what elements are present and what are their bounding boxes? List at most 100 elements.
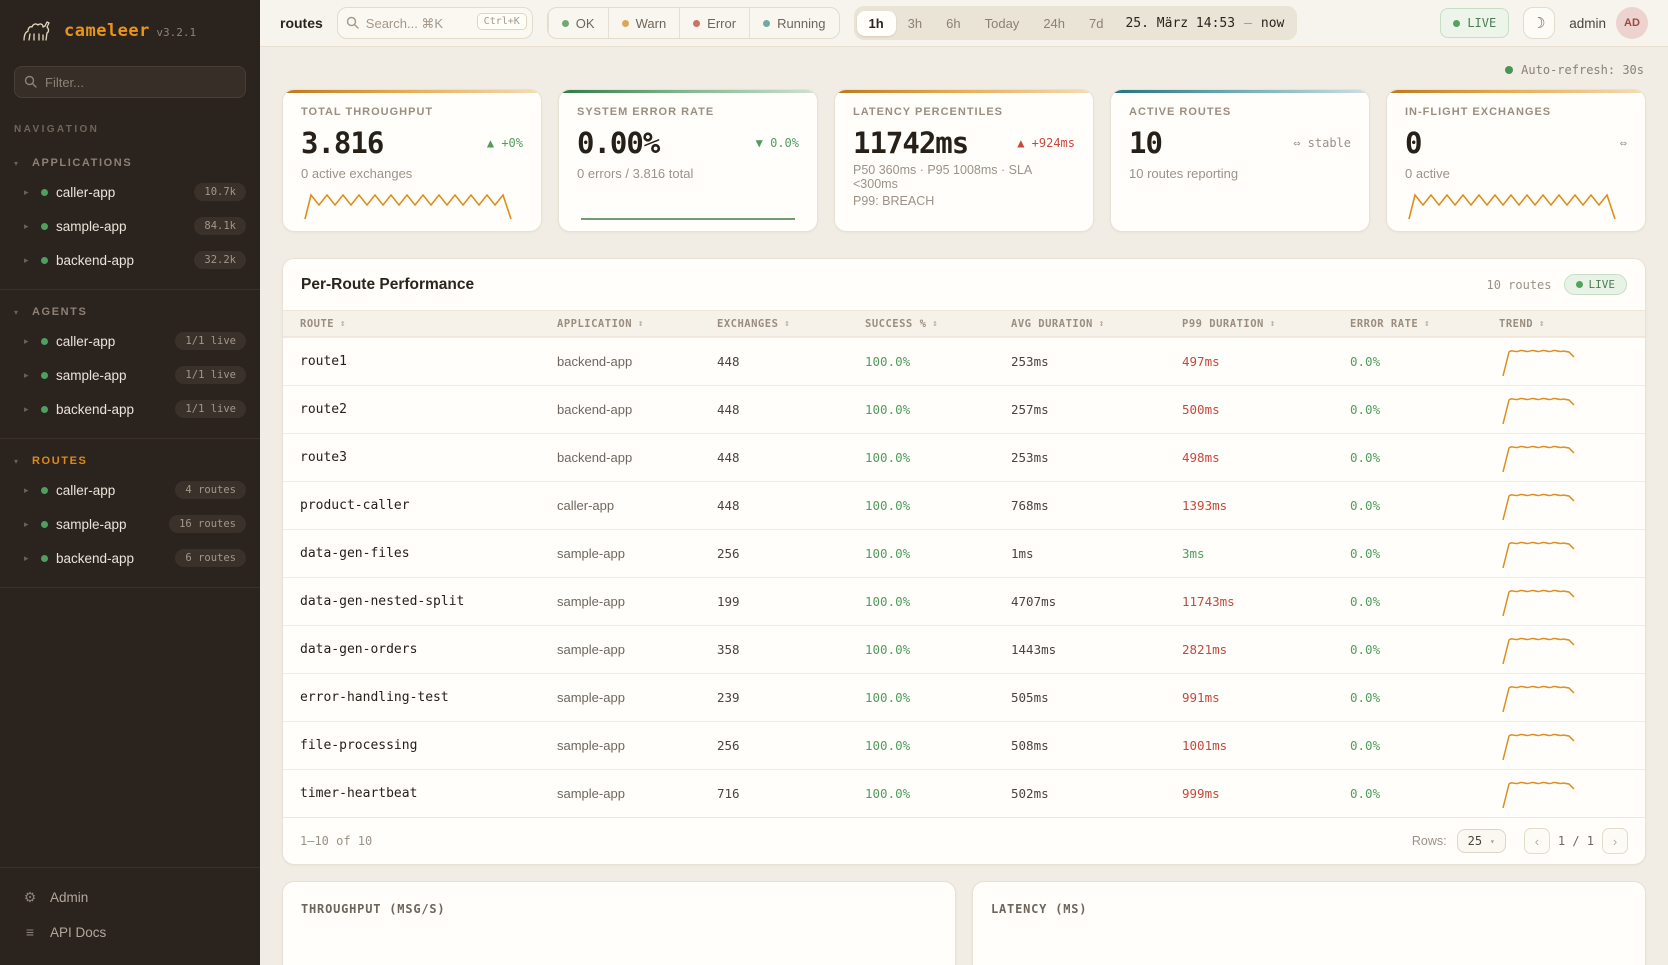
sidebar-item-badge: 1/1 live: [175, 332, 246, 350]
status-filter-label: Error: [707, 15, 737, 31]
rows-per-page-select[interactable]: 25 ▾: [1456, 829, 1506, 853]
cell-application: backend-app: [557, 450, 633, 465]
table-row[interactable]: product-caller caller-app 448 100.0% 768…: [283, 481, 1645, 529]
cell-trend: [1499, 488, 1628, 524]
trend-sparkline: [1502, 541, 1575, 568]
time-separator: —: [1244, 15, 1252, 31]
cell-avg-duration: 4707ms: [1011, 594, 1057, 609]
table-row[interactable]: file-processing sample-app 256 100.0% 50…: [283, 721, 1645, 769]
sidebar-section-agents: ▾ AGENTS ▸ caller-app 1/1 live ▸ sample-…: [0, 290, 260, 439]
status-dot: [41, 486, 48, 494]
table-row[interactable]: error-handling-test sample-app 239 100.0…: [283, 673, 1645, 721]
time-range-button[interactable]: 3h: [896, 11, 934, 36]
sidebar-item-route-group[interactable]: ▸ sample-app 16 routes: [0, 507, 260, 541]
chevron-down-icon: ▾: [1490, 836, 1495, 846]
table-row[interactable]: timer-heartbeat sample-app 716 100.0% 50…: [283, 769, 1645, 817]
sidebar-item-route-group[interactable]: ▸ backend-app 6 routes: [0, 541, 260, 575]
cell-trend: [1499, 680, 1628, 716]
cell-exchanges: 256: [717, 738, 740, 753]
sidebar-item-admin[interactable]: ⚙ Admin: [14, 880, 246, 915]
kpi-row: TOTAL THROUGHPUT 3.816 ▲ +0% 0 active ex…: [282, 89, 1646, 232]
column-header[interactable]: SUCCESS % ↕: [865, 318, 1011, 330]
kpi-subtitle: 0 errors / 3.816 total: [577, 166, 694, 181]
section-header-routes[interactable]: ▾ ROUTES: [0, 449, 260, 473]
column-header[interactable]: ERROR RATE ↕: [1350, 318, 1499, 330]
table-row[interactable]: data-gen-orders sample-app 358 100.0% 14…: [283, 625, 1645, 673]
trend-sparkline: [1502, 685, 1575, 712]
time-range-button[interactable]: 6h: [934, 11, 972, 36]
sidebar-item-route-group[interactable]: ▸ caller-app 4 routes: [0, 473, 260, 507]
sidebar-item-application[interactable]: ▸ caller-app 10.7k: [0, 175, 260, 209]
cell-route: route2: [300, 402, 347, 417]
sidebar-item-application[interactable]: ▸ backend-app 32.2k: [0, 243, 260, 277]
table-row[interactable]: route3 backend-app 448 100.0% 253ms 498m…: [283, 433, 1645, 481]
cell-error-rate: 0.0%: [1350, 642, 1381, 657]
time-range-button[interactable]: 1h: [856, 10, 896, 36]
sidebar-item-application[interactable]: ▸ sample-app 84.1k: [0, 209, 260, 243]
sidebar: cameleer v3.2.1 NAVIGATION ▾ APPLICATION…: [0, 0, 260, 965]
cell-success: 100.0%: [865, 546, 911, 561]
sidebar-item-agent[interactable]: ▸ caller-app 1/1 live: [0, 324, 260, 358]
prev-page-button[interactable]: ‹: [1523, 828, 1550, 854]
sidebar-item-badge: 10.7k: [194, 183, 246, 201]
throughput-sparkline: [304, 193, 512, 220]
table-row[interactable]: data-gen-files sample-app 256 100.0% 1ms…: [283, 529, 1645, 577]
column-header[interactable]: APPLICATION ↕: [557, 318, 717, 330]
live-toggle[interactable]: LIVE: [1440, 8, 1510, 38]
time-range-button[interactable]: 7d: [1077, 11, 1115, 36]
status-dot: [41, 222, 48, 230]
applications-list: ▸ caller-app 10.7k ▸ sample-app 84.1k ▸ …: [0, 175, 260, 277]
time-range-button[interactable]: Today: [973, 11, 1032, 36]
page-title: routes: [280, 15, 323, 31]
status-dot: [41, 337, 48, 345]
column-header[interactable]: TREND ↕: [1499, 318, 1628, 330]
cell-p99-duration: 3ms: [1182, 546, 1205, 561]
cell-error-rate: 0.0%: [1350, 786, 1381, 801]
cell-error-rate: 0.0%: [1350, 450, 1381, 465]
sidebar-item-api-docs[interactable]: ≡ API Docs: [14, 915, 246, 949]
sidebar-item-label: sample-app: [56, 516, 127, 532]
column-header[interactable]: EXCHANGES ↕: [717, 318, 865, 330]
status-filter-button[interactable]: Warn: [607, 8, 680, 38]
column-header[interactable]: ROUTE ↕: [300, 318, 557, 330]
cell-avg-duration: 253ms: [1011, 450, 1049, 465]
table-row[interactable]: route2 backend-app 448 100.0% 257ms 500m…: [283, 385, 1645, 433]
user-menu[interactable]: admin AD: [1569, 7, 1648, 39]
status-filter-button[interactable]: Error: [679, 8, 749, 38]
sort-icon: ↕: [638, 318, 644, 329]
table-body: route1 backend-app 448 100.0% 253ms 497m…: [283, 337, 1645, 817]
section-header-agents[interactable]: ▾ AGENTS: [0, 300, 260, 324]
column-header[interactable]: AVG DURATION ↕: [1011, 318, 1182, 330]
autorefresh-indicator: Auto-refresh: 30s: [282, 63, 1644, 77]
topbar: routes Ctrl+K OK Warn: [260, 0, 1668, 47]
time-window[interactable]: 25. März 14:53 — now: [1115, 16, 1294, 31]
trend-sparkline: [1502, 589, 1575, 616]
section-header-applications[interactable]: ▾ APPLICATIONS: [0, 151, 260, 175]
sidebar-item-agent[interactable]: ▸ sample-app 1/1 live: [0, 358, 260, 392]
pagination-range: 1–10 of 10: [300, 834, 373, 848]
trend-sparkline: [1502, 349, 1575, 376]
sidebar-item-agent[interactable]: ▸ backend-app 1/1 live: [0, 392, 260, 426]
cell-route: error-handling-test: [300, 690, 449, 705]
status-filter-group: OK Warn Error Running: [546, 7, 840, 39]
theme-toggle-button[interactable]: ☾: [1523, 7, 1556, 39]
cell-application: sample-app: [557, 786, 625, 801]
cell-trend: [1499, 344, 1628, 380]
time-range-button[interactable]: 24h: [1031, 11, 1077, 36]
chevron-right-icon: ▸: [24, 518, 29, 529]
app-logo[interactable]: cameleer v3.2.1: [0, 0, 260, 60]
table-row[interactable]: data-gen-nested-split sample-app 199 100…: [283, 577, 1645, 625]
table-row[interactable]: route1 backend-app 448 100.0% 253ms 497m…: [283, 337, 1645, 385]
status-filter-button[interactable]: OK: [547, 8, 608, 38]
cell-success: 100.0%: [865, 498, 911, 513]
status-filter-button[interactable]: Running: [749, 8, 838, 38]
column-header[interactable]: P99 DURATION ↕: [1182, 318, 1350, 330]
status-dot: [41, 554, 48, 562]
kpi-label: SYSTEM ERROR RATE: [577, 106, 715, 118]
next-page-button[interactable]: ›: [1602, 828, 1628, 854]
sidebar-filter-input[interactable]: [14, 66, 246, 98]
panel-title: Per-Route Performance: [301, 275, 475, 293]
sidebar-item-badge: 1/1 live: [175, 400, 246, 418]
time-from: 25. März 14:53: [1125, 15, 1236, 31]
kpi-subtitle: 0 active exchanges: [301, 166, 413, 181]
